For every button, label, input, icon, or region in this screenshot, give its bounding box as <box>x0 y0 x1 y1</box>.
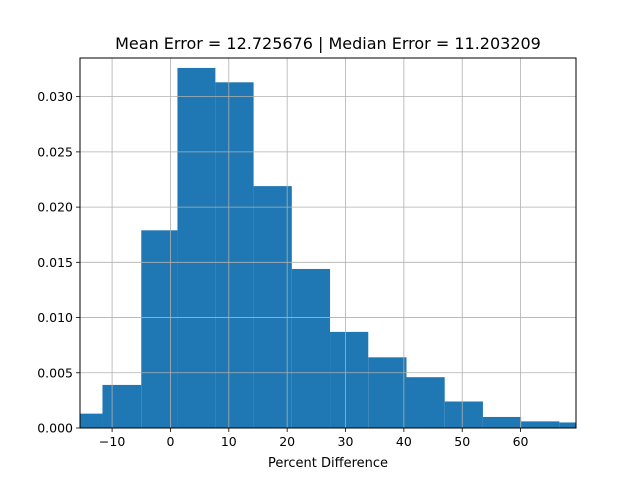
y-axis: 0.000 0.005 0.010 0.015 0.020 0.025 0.030 <box>37 89 80 436</box>
histogram-bar <box>330 331 369 428</box>
y-tick-label: 0.025 <box>37 144 73 159</box>
y-tick-label: 0.020 <box>37 200 73 215</box>
histogram-bar <box>177 67 216 428</box>
x-tick-label: 0 <box>166 434 174 449</box>
histogram-bar <box>521 421 560 428</box>
x-axis: −10 0 10 20 30 40 50 60 <box>99 428 529 449</box>
histogram-bar <box>102 384 142 428</box>
x-tick-label: 50 <box>454 434 470 449</box>
y-tick-label: 0.015 <box>37 255 73 270</box>
histogram-bar <box>253 186 292 428</box>
x-tick-label: 20 <box>279 434 295 449</box>
bars-group <box>80 67 576 428</box>
y-tick-label: 0.005 <box>37 365 73 380</box>
x-tick-label: 60 <box>513 434 529 449</box>
histogram-bar <box>291 268 331 428</box>
x-tick-label: 10 <box>221 434 237 449</box>
y-tick-label: 0.000 <box>37 421 73 436</box>
histogram-bar <box>141 230 178 428</box>
x-tick-label: 40 <box>396 434 412 449</box>
plot-area: −10 0 10 20 30 40 50 60 0.0000.0050.0100.0150.0… <box>37 57 577 449</box>
histogram-bar <box>559 422 576 428</box>
histogram-bar <box>80 413 103 428</box>
chart-title: Mean Error = 12.725676 | Median Error = … <box>115 34 541 53</box>
y-tick-label: 0.010 <box>37 310 73 325</box>
histogram-bar <box>482 416 522 428</box>
histogram-bar <box>215 82 254 428</box>
x-tick-label: 30 <box>338 434 354 449</box>
histogram-bar <box>406 377 445 428</box>
histogram-bar <box>444 401 483 428</box>
plot-frame <box>79 57 577 429</box>
x-axis-label: Percent Difference <box>268 456 388 471</box>
x-tick-label: −10 <box>99 434 125 449</box>
histogram-bar <box>368 357 407 428</box>
y-tick-label: 0.030 <box>37 89 73 104</box>
